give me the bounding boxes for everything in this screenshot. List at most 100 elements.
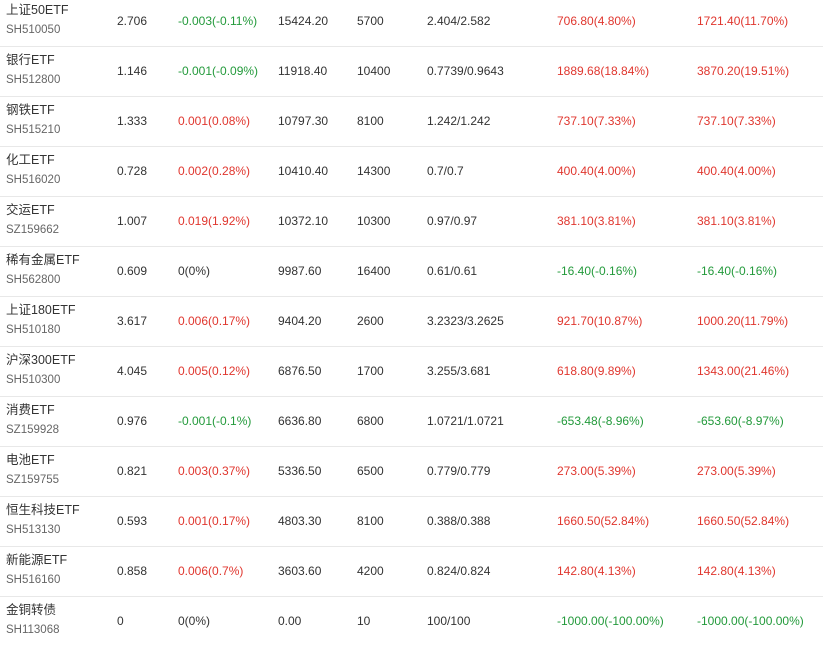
total-pnl-cell: -1000.00(-100.00%) [697,614,804,628]
security-code: SH510300 [6,374,61,386]
security-cell: 交运ETF SZ159662 [6,202,59,238]
position-pnl-cell: 381.10(3.81%) [557,214,636,228]
change-cell: -0.001(-0.09%) [178,64,259,78]
security-cell: 沪深300ETF SH510300 [6,352,75,388]
change-cell: 0.006(0.7%) [178,564,244,578]
security-code: SH113068 [6,624,60,636]
quantity-cell: 2600 [357,314,384,328]
market-value-cell: 10410.40 [278,164,329,178]
total-pnl-cell: 1000.20(11.79%) [697,314,789,328]
change-cell: 0.001(0.17%) [178,514,251,528]
market-value-cell: 10372.10 [278,214,329,228]
cost-cell: 0.824/0.824 [427,564,491,578]
security-name: 稀有金属ETF [6,253,80,267]
security-cell: 新能源ETF SH516160 [6,552,67,588]
security-cell: 化工ETF SH516020 [6,152,60,188]
table-row[interactable]: 钢铁ETF SH515210 1.333 0.001(0.08%) 10797.30 81… [0,97,823,147]
security-name: 上证50ETF [6,3,69,17]
position-pnl-cell: 1660.50(52.84%) [557,514,650,528]
market-value-cell: 6636.80 [278,414,322,428]
change-cell: 0(0%) [178,264,211,278]
security-cell: 电池ETF SZ159755 [6,452,59,488]
table-row[interactable]: 交运ETF SZ159662 1.007 0.019(1.92%) 10372.10 10… [0,197,823,247]
security-code: SH515210 [6,124,61,136]
security-name: 上证180ETF [6,303,76,317]
security-cell: 上证180ETF SH510180 [6,302,75,338]
position-pnl-cell: 400.40(4.00%) [557,164,636,178]
security-name: 交运ETF [6,203,55,217]
table-row[interactable]: 稀有金属ETF SH562800 0.609 0(0%) 9987.60 16400 0.6… [0,247,823,297]
security-name: 钢铁ETF [6,103,55,117]
change-cell: -0.003(-0.11%) [178,14,258,28]
position-pnl-cell: 142.80(4.13%) [557,564,636,578]
position-pnl-cell: 273.00(5.39%) [557,464,636,478]
table-row[interactable]: 恒生科技ETF SH513130 0.593 0.001(0.17%) 4803.30 8… [0,497,823,547]
security-code: SZ159662 [6,224,60,236]
table-row[interactable]: 化工ETF SH516020 0.728 0.002(0.28%) 10410.40 14… [0,147,823,197]
price-cell: 2.706 [117,14,148,28]
quantity-cell: 16400 [357,264,391,278]
table-row[interactable]: 金铜转债 SH113068 0 0(0%) 0.00 10 100/100 -1000.00(… [0,597,823,646]
position-pnl-cell: 921.70(10.87%) [557,314,643,328]
table-row[interactable]: 银行ETF SH512800 1.146 -0.001(-0.09%) 11918.40… [0,47,823,97]
cost-cell: 0.97/0.97 [427,214,478,228]
security-code: SH516160 [6,574,61,586]
total-pnl-cell: 142.80(4.13%) [697,564,776,578]
price-cell: 0.976 [117,414,148,428]
quantity-cell: 10 [357,614,371,628]
position-pnl-cell: -1000.00(-100.00%) [557,614,664,628]
total-pnl-cell: 1343.00(21.46%) [697,364,790,378]
cost-cell: 0.388/0.388 [427,514,491,528]
total-pnl-cell: 400.40(4.00%) [697,164,776,178]
table-row[interactable]: 消费ETF SZ159928 0.976 -0.001(-0.1%) 6636.80 68… [0,397,823,447]
security-cell: 消费ETF SZ159928 [6,402,59,438]
price-cell: 0.728 [117,164,148,178]
security-code: SZ159928 [6,424,60,436]
price-cell: 0 [117,614,124,628]
market-value-cell: 10797.30 [278,114,329,128]
total-pnl-cell: 381.10(3.81%) [697,214,776,228]
position-pnl-cell: -653.48(-8.96%) [557,414,644,428]
quantity-cell: 5700 [357,14,384,28]
quantity-cell: 4200 [357,564,384,578]
quantity-cell: 6800 [357,414,384,428]
market-value-cell: 3603.60 [278,564,322,578]
total-pnl-cell: 1660.50(52.84%) [697,514,790,528]
quantity-cell: 10300 [357,214,391,228]
market-value-cell: 9987.60 [278,264,322,278]
security-code: SH510180 [6,324,61,336]
table-row[interactable]: 沪深300ETF SH510300 4.045 0.005(0.12%) 6876.50… [0,347,823,397]
market-value-cell: 15424.20 [278,14,329,28]
table-row[interactable]: 上证180ETF SH510180 3.617 0.006(0.17%) 9404.20… [0,297,823,347]
quantity-cell: 1700 [357,364,384,378]
security-name: 金铜转债 [6,603,57,617]
cost-cell: 0.61/0.61 [427,264,478,278]
cost-cell: 0.7739/0.9643 [427,64,504,78]
table-row[interactable]: 电池ETF SZ159755 0.821 0.003(0.37%) 5336.50 650… [0,447,823,497]
cost-cell: 0.7/0.7 [427,164,464,178]
change-cell: 0.005(0.12%) [178,364,251,378]
price-cell: 1.146 [117,64,148,78]
security-cell: 金铜转债 SH113068 [6,602,60,638]
cost-cell: 1.0721/1.0721 [427,414,504,428]
security-name: 恒生科技ETF [6,503,80,517]
price-cell: 0.593 [117,514,148,528]
total-pnl-cell: -16.40(-0.16%) [697,264,778,278]
market-value-cell: 9404.20 [278,314,322,328]
position-pnl-cell: 618.80(9.89%) [557,364,636,378]
market-value-cell: 11918.40 [278,64,328,78]
cost-cell: 3.2323/3.2625 [427,314,504,328]
market-value-cell: 0.00 [278,614,302,628]
security-name: 银行ETF [6,53,55,67]
price-cell: 3.617 [117,314,148,328]
table-row[interactable]: 新能源ETF SH516160 0.858 0.006(0.7%) 3603.60 420… [0,547,823,597]
security-code: SH512800 [6,74,61,86]
table-row[interactable]: 上证50ETF SH510050 2.706 -0.003(-0.11%) 15424.… [0,0,823,47]
security-cell: 银行ETF SH512800 [6,52,60,88]
total-pnl-cell: -653.60(-8.97%) [697,414,784,428]
security-name: 新能源ETF [6,553,68,567]
security-code: SH516020 [6,174,61,186]
change-cell: 0(0%) [178,614,211,628]
price-cell: 0.609 [117,264,148,278]
